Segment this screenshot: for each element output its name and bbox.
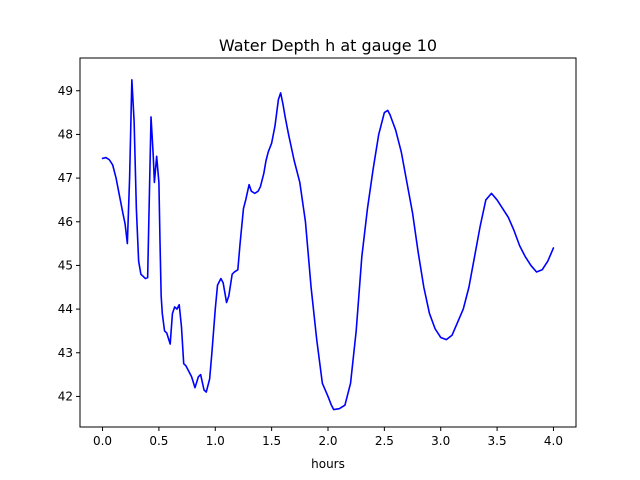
plot-area: 0.0 0.5 1.0 1.5 2.0 2.5 3.0 3.5 4.0 42 43 44 45 46 47 4… (58, 57, 577, 448)
x-tick-label: 0.0 (93, 434, 112, 448)
y-tick-label: 46 (58, 215, 73, 229)
chart-title: Water Depth h at gauge 10 (219, 36, 437, 55)
x-tick-label: 2.0 (318, 434, 337, 448)
x-tick-label: 4.0 (544, 434, 563, 448)
x-tick-label: 1.0 (206, 434, 225, 448)
y-tick-label: 42 (58, 389, 73, 403)
x-tick-label: 2.5 (375, 434, 394, 448)
x-tick-label: 1.5 (262, 434, 281, 448)
x-tick-label: 3.0 (431, 434, 450, 448)
y-tick-label: 43 (58, 346, 73, 360)
series-line-0 (101, 79, 555, 411)
y-tick-label: 44 (58, 302, 73, 316)
x-tick-label: 3.5 (488, 434, 507, 448)
x-axis-label: hours (311, 457, 345, 471)
x-tick-label: 0.5 (149, 434, 168, 448)
y-tick-label: 48 (58, 127, 73, 141)
y-tick-label: 49 (58, 84, 73, 98)
y-tick-label: 45 (58, 258, 73, 272)
y-tick-label: 47 (58, 171, 73, 185)
